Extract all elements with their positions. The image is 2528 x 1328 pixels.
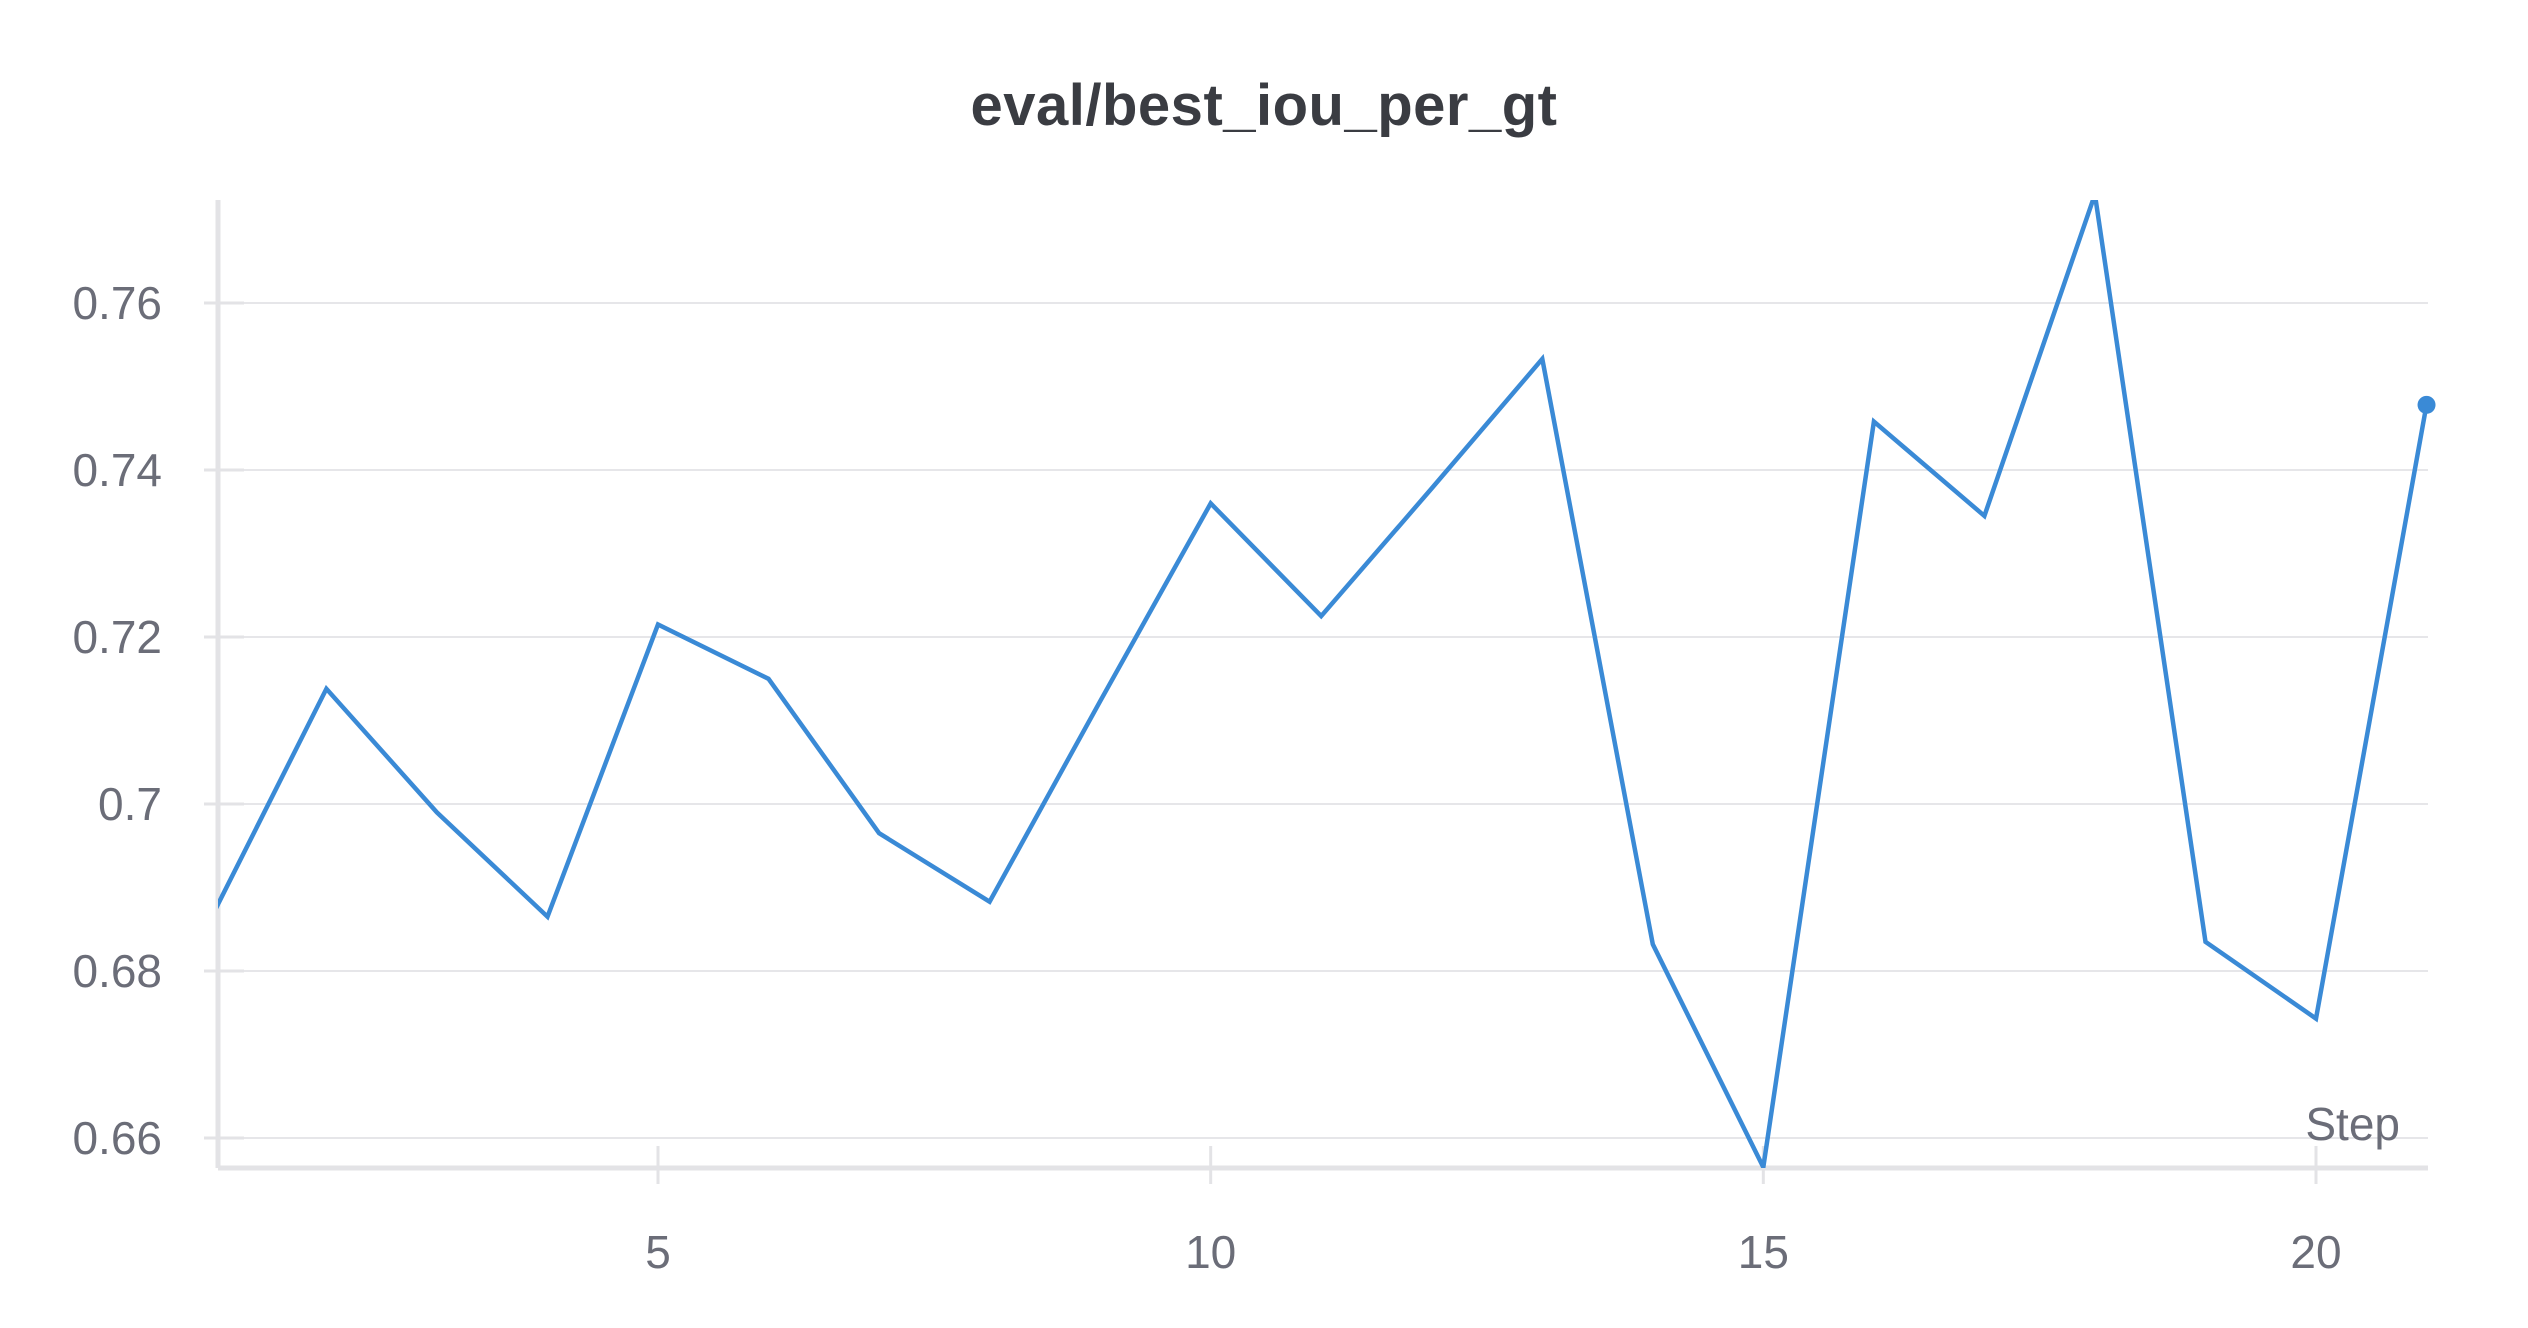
last-point-marker [2417,395,2436,414]
series [218,200,2436,1168]
y-tick-labels: 0.66 0.68 0.7 0.72 0.74 0.76 [72,277,162,1164]
series-group [218,200,2429,1168]
x-tick-label: 10 [1185,1226,1236,1278]
series-line [218,200,2429,1168]
x-tick-label: 20 [2290,1226,2341,1278]
x-tick-labels: 5 10 15 20 [645,1226,2341,1278]
chart-title: eval/best_iou_per_gt [970,73,1558,138]
y-tick-label: 0.74 [72,444,162,496]
x-axis-label: Step [2305,1098,2400,1150]
y-tick-label: 0.72 [72,611,162,663]
y-tick-label: 0.66 [72,1112,162,1164]
x-tick-label: 5 [645,1226,671,1278]
x-tick-label: 15 [1738,1226,1789,1278]
y-tick-label: 0.68 [72,945,162,997]
y-tick-label: 0.7 [98,778,162,830]
grid-lines [218,302,2428,1139]
y-tick-label: 0.76 [72,277,162,329]
axes [204,200,2428,1184]
